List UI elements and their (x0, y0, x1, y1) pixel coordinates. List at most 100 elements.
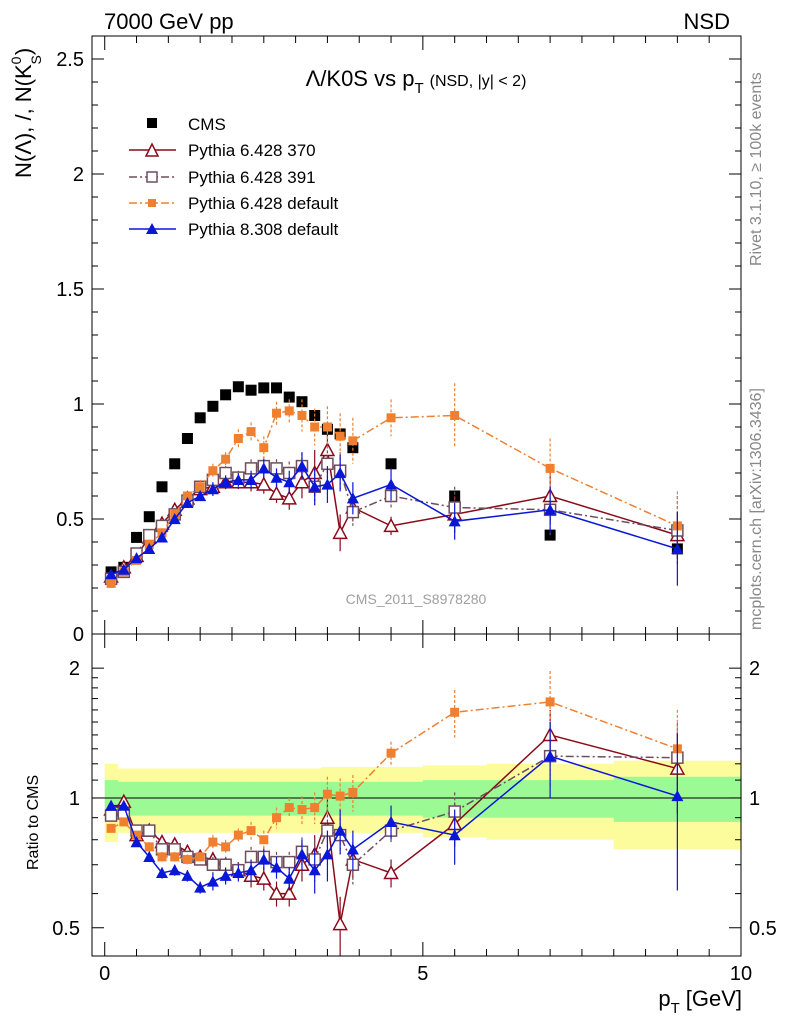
x-axis-label-main: p (658, 986, 670, 1011)
marker-pythia-6-428-default (386, 748, 396, 758)
band-green (219, 781, 233, 816)
y-tick-label-zero: 0 (73, 624, 84, 646)
marker-pythia-6-428-370 (281, 885, 298, 900)
marker-pythia-6-428-default (144, 842, 154, 852)
series-cms (105, 381, 683, 578)
marker-pythia-8-308-default (257, 462, 270, 474)
marker-pythia-6-428-391 (143, 824, 156, 837)
marker-pythia-6-428-default (450, 707, 460, 717)
ratio-axes: 0.5 0.5 1 1 2 2 0 5 10 (52, 634, 777, 985)
marker-pythia-6-428-default (246, 826, 256, 836)
marker-pythia-6-428-default (335, 791, 345, 801)
x-axis-label: pT [GeV] (658, 986, 742, 1017)
marker-pythia-6-428-default (221, 454, 231, 464)
marker-pythia-8-308-default (181, 869, 194, 881)
marker-pythia-8-308-default (334, 824, 347, 836)
chart-title-note: (NSD, |y| < 2) (430, 73, 527, 90)
band-green (181, 781, 195, 816)
marker-pythia-6-428-370 (383, 864, 399, 880)
ratio-y-tick-label-right: 2 (749, 658, 760, 680)
marker-pythia-6-428-default (170, 852, 180, 862)
ratio-y-tick-label-left: 0.5 (52, 918, 80, 940)
marker-pythia-8-308-default (130, 552, 143, 564)
main-ylabel-sub: S (28, 55, 44, 64)
x-axis-label-sub: T (671, 1000, 680, 1017)
marker-pythia-6-428-391 (206, 858, 220, 871)
ratio-y-tick-label-left: 1 (69, 788, 80, 810)
marker-pythia-8-308-default (385, 478, 398, 490)
marker-cms (131, 531, 143, 543)
rivet-label: Rivet 3.1.10, ≥ 100k events (748, 72, 765, 266)
legend-item-pythia-6428-370: Pythia 6.428 370 (129, 141, 316, 160)
ratio-ylabel: Ratio to CMS (25, 775, 42, 870)
y-tick-label: 1.5 (56, 279, 84, 301)
y-tick-label: 0.5 (56, 509, 84, 531)
marker-pythia-8-308-default (155, 866, 168, 879)
main-ylabel-sup: 0 (8, 56, 24, 64)
marker-pythia-6-428-370 (268, 485, 285, 500)
marker-pythia-8-308-default (544, 503, 557, 515)
marker-pythia-6-428-391 (104, 809, 118, 822)
marker-pythia-8-308-default (143, 542, 156, 554)
marker-cms (156, 481, 168, 493)
marker-pythia-8-308-default (206, 483, 219, 495)
marker-cms (283, 391, 295, 403)
legend: CMS Pythia 6.428 370 Pythia 6.428 391 Py… (129, 115, 339, 239)
marker-pythia-6-428-370 (281, 490, 298, 505)
marker-pythia-8-308-default (671, 542, 684, 554)
band-green (155, 781, 169, 816)
legend-label-cms: CMS (188, 115, 226, 134)
header-right: NSD (684, 9, 730, 34)
marker-pythia-6-428-default (335, 431, 345, 441)
marker-pythia-6-428-default (259, 443, 269, 453)
legend-marker-p370 (144, 142, 160, 157)
marker-pythia-8-308-default (194, 490, 207, 502)
marker-cms (220, 389, 232, 401)
marker-pythia-8-308-default (448, 829, 461, 841)
marker-pythia-6-428-default (233, 434, 243, 443)
ratio-panel: 0.5 0.5 1 1 2 2 0 5 10 Ratio to CMS pT [GeV] (25, 633, 777, 1017)
marker-pythia-6-428-default (348, 787, 358, 797)
legend-marker-p6def (148, 199, 156, 207)
marker-pythia-6-428-default (208, 466, 218, 476)
marker-pythia-8-308-default (168, 513, 181, 525)
marker-pythia-8-308-default (206, 875, 219, 887)
legend-marker-p8def (146, 223, 158, 234)
band-green (270, 781, 284, 816)
main-panel: 0.5 1 1.5 2 2.5 0 Λ/K0S vs pT (NSD, |y| < 2) N… (8, 35, 742, 646)
marker-pythia-6-428-default (450, 411, 460, 420)
marker-pythia-6-428-default (119, 817, 129, 827)
x-axis-label-unit: [GeV] (686, 986, 742, 1011)
marker-pythia-6-428-default (284, 803, 294, 813)
band-green (257, 781, 271, 816)
marker-pythia-6-428-default (386, 413, 396, 423)
legend-label-p370: Pythia 6.428 370 (188, 141, 316, 160)
band-green (168, 781, 182, 816)
series-pythia-8-308-default (105, 452, 684, 586)
band-green (206, 781, 220, 816)
marker-cms (258, 382, 270, 394)
marker-pythia-8-308-default (105, 799, 118, 811)
marker-pythia-8-308-default (270, 471, 283, 483)
y-tick-label: 1 (73, 394, 84, 416)
marker-pythia-6-428-370 (332, 524, 348, 540)
marker-pythia-6-428-default (272, 813, 282, 823)
legend-label-p391: Pythia 6.428 391 (188, 168, 316, 187)
band-green (142, 781, 157, 816)
series-line-pythia-6-428-391 (110, 462, 678, 580)
marker-pythia-6-428-370 (383, 517, 399, 533)
marker-pythia-6-428-default (284, 406, 294, 416)
marker-pythia-6-428-370 (256, 476, 272, 491)
marker-pythia-8-308-default (295, 848, 308, 860)
chart-title-main: Λ/K0S vs p (306, 66, 415, 91)
marker-cms (181, 433, 193, 444)
marker-pythia-6-428-default (233, 830, 243, 840)
marker-pythia-8-308-default (283, 872, 296, 884)
marker-pythia-8-308-default (168, 864, 181, 876)
marker-cms (271, 382, 283, 394)
legend-item-pythia-8308-default: Pythia 8.308 default (129, 220, 339, 239)
x-tick-label: 10 (730, 963, 752, 985)
marker-pythia-6-428-default (106, 578, 116, 588)
analysis-watermark: CMS_2011_S8978280 (346, 591, 487, 607)
marker-pythia-8-308-default (283, 476, 296, 488)
